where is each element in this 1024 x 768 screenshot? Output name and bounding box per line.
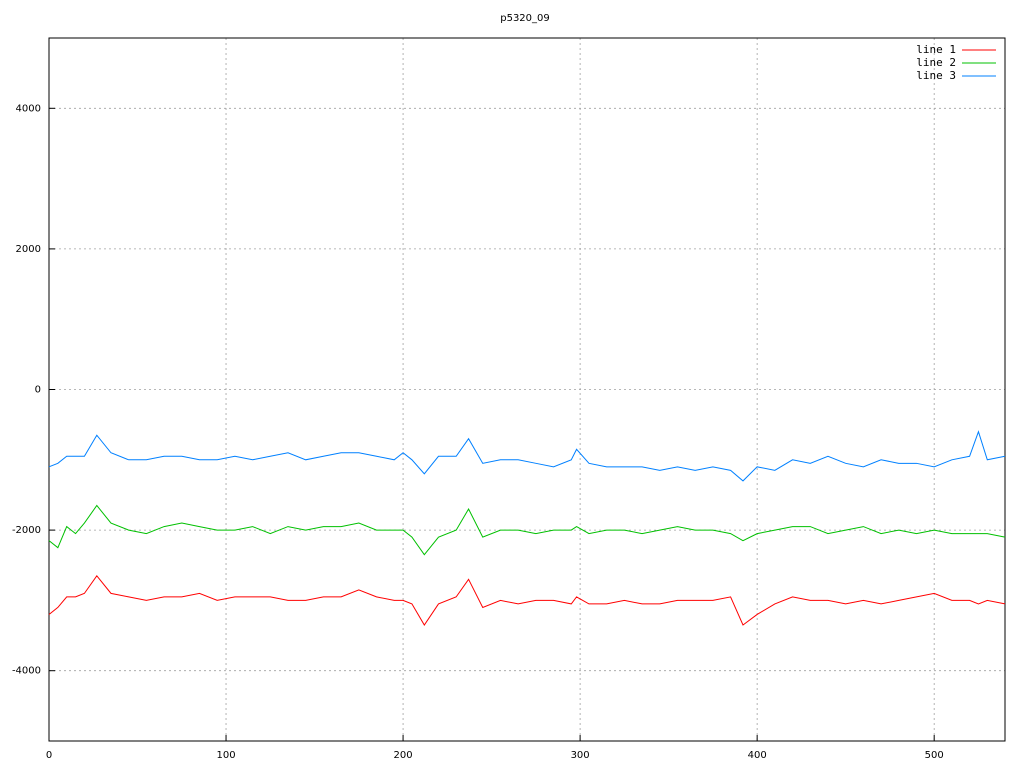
x-tick-label: 400 (748, 750, 767, 761)
legend-label: line 2 (916, 56, 956, 69)
plot-border (48, 37, 1006, 742)
data-line (48, 574, 1006, 626)
chart-title: p5320_09 (500, 13, 550, 24)
x-tick-label: 500 (925, 750, 944, 761)
y-tick-label: -2000 (12, 525, 41, 536)
data-line (48, 504, 1006, 556)
x-tick-label: 200 (394, 750, 413, 761)
legend-label: line 3 (916, 69, 956, 82)
x-tick-label: 100 (216, 750, 235, 761)
y-tick-label: 4000 (16, 103, 41, 114)
legend-label: line 1 (916, 43, 956, 56)
data-line (48, 430, 1006, 482)
y-tick-label: -4000 (12, 666, 41, 677)
x-tick-label: 0 (46, 750, 52, 761)
y-tick-label: 2000 (16, 244, 41, 255)
x-tick-label: 300 (571, 750, 590, 761)
y-tick-label: 0 (35, 385, 41, 396)
